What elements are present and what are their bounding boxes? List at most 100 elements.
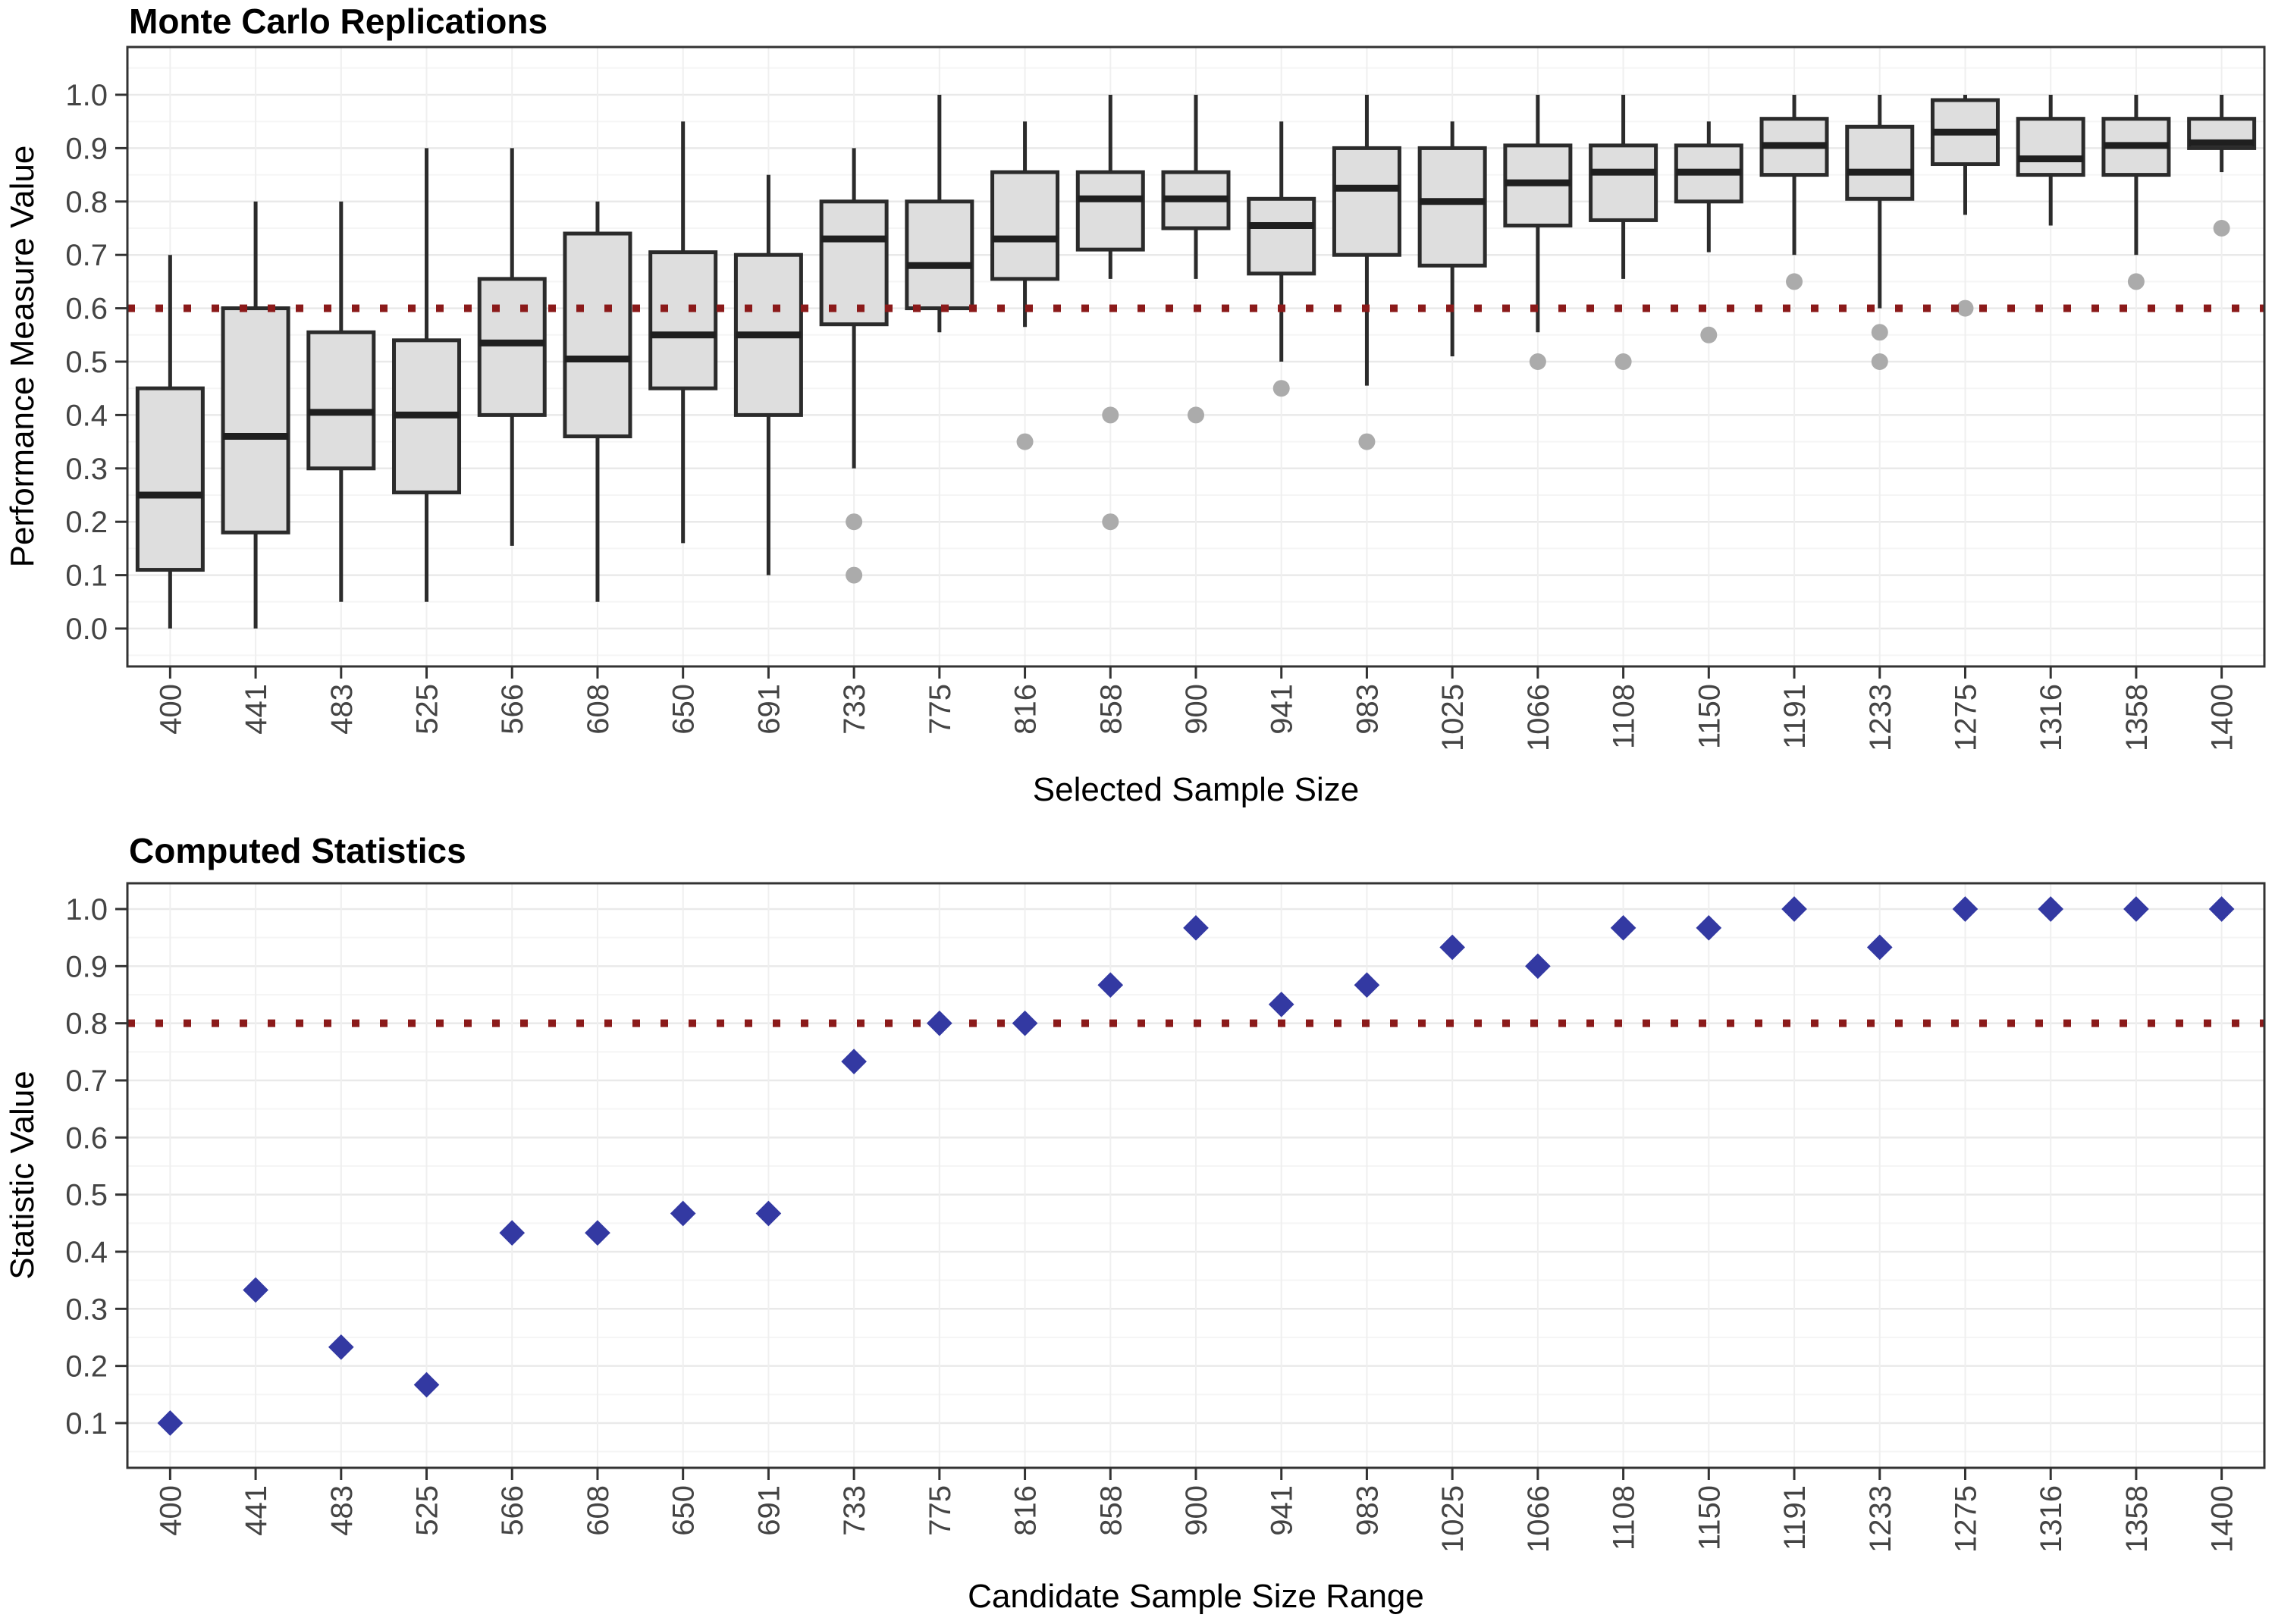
iqr-box bbox=[905, 199, 974, 311]
x-tick-label: 775 bbox=[924, 1485, 957, 1536]
boxplot-plot-area: 0.0 0.1 0.2 0.3 0.4 0.5 0.6 0.7 0.8 0.9 1.0 400 441 4… bbox=[65, 45, 2266, 751]
x-tick-label: 608 bbox=[582, 684, 615, 735]
x-tick-label: 1316 bbox=[2035, 684, 2068, 751]
x-tick-label: 1025 bbox=[1436, 1485, 1470, 1553]
x-tick-label: 1233 bbox=[1864, 1485, 1897, 1553]
y-tick-label: 0.9 bbox=[65, 950, 108, 983]
y-tick-label: 0.3 bbox=[65, 1293, 108, 1326]
boxplot-panel-title: Monte Carlo Replications bbox=[129, 2, 548, 41]
outlier-point bbox=[846, 566, 863, 584]
x-tick-label: 816 bbox=[1009, 684, 1043, 735]
diamond-point bbox=[243, 1277, 268, 1303]
diamond-point bbox=[1781, 896, 1807, 922]
iqr-box bbox=[1075, 170, 1145, 252]
iqr-box bbox=[477, 277, 547, 417]
y-tick-label: 1.0 bbox=[65, 79, 108, 112]
iqr-box bbox=[135, 386, 205, 572]
boxplot-series bbox=[135, 95, 2257, 629]
diamond-point bbox=[413, 1372, 440, 1398]
iqr-box bbox=[563, 231, 632, 439]
diamond-point bbox=[1012, 1010, 1038, 1036]
box-group bbox=[1161, 95, 1231, 424]
outlier-point bbox=[1700, 326, 1718, 343]
diamond-point bbox=[927, 1010, 952, 1036]
x-tick-label: 608 bbox=[582, 1485, 615, 1536]
y-tick-label: 0.1 bbox=[65, 560, 108, 593]
x-tick-label: 1066 bbox=[1522, 684, 1555, 751]
diamond-point bbox=[1525, 953, 1551, 980]
x-tick-label: 1150 bbox=[1693, 1485, 1726, 1550]
box-group bbox=[819, 148, 889, 584]
outlier-point bbox=[2213, 220, 2230, 237]
x-tick-label: 775 bbox=[924, 684, 957, 735]
x-tick-label: 900 bbox=[1180, 684, 1213, 735]
x-tick-label: 983 bbox=[1351, 1485, 1384, 1536]
outlier-point bbox=[1871, 324, 1888, 341]
box-group bbox=[1075, 95, 1145, 531]
boxplot-y-axis-title: Performance Measure Value bbox=[4, 146, 41, 568]
diamond-point bbox=[1952, 896, 1978, 922]
x-tick-label: 1400 bbox=[2206, 684, 2239, 751]
box-group bbox=[1503, 95, 1573, 370]
diamond-point bbox=[157, 1410, 184, 1436]
y-tick-label: 0.7 bbox=[65, 1064, 108, 1098]
x-tick-label: 733 bbox=[838, 684, 871, 735]
x-tick-label: 1233 bbox=[1864, 684, 1897, 751]
x-tick-label: 650 bbox=[667, 684, 701, 735]
x-tick-label: 400 bbox=[154, 684, 187, 735]
box-group bbox=[990, 121, 1060, 450]
box-group bbox=[1845, 95, 1915, 370]
diamond-point bbox=[1610, 915, 1636, 941]
x-tick-label: 1191 bbox=[1778, 684, 1812, 749]
x-tick-label: 650 bbox=[667, 1485, 701, 1536]
y-tick-label: 0.9 bbox=[65, 132, 108, 165]
panel-border bbox=[126, 45, 2266, 668]
y-tick-label: 0.2 bbox=[65, 506, 108, 539]
outlier-point bbox=[1272, 380, 1290, 397]
iqr-box bbox=[1247, 196, 1316, 276]
diamond-point bbox=[1439, 934, 1465, 961]
x-tick-label: 441 bbox=[240, 684, 273, 735]
x-tick-label: 525 bbox=[411, 1485, 444, 1536]
x-tick-label: 1066 bbox=[1522, 1485, 1555, 1553]
diamond-point bbox=[755, 1200, 782, 1227]
box-group bbox=[733, 174, 803, 575]
box-group bbox=[1930, 95, 2000, 317]
outlier-point bbox=[1614, 353, 1632, 370]
diamond-point bbox=[1866, 934, 1893, 961]
diamond-point bbox=[328, 1334, 354, 1360]
diamond-point bbox=[841, 1049, 867, 1074]
box-group bbox=[648, 121, 718, 544]
outlier-point bbox=[1956, 299, 1974, 317]
box-group bbox=[2187, 95, 2257, 237]
y-tick-label: 0.1 bbox=[65, 1407, 108, 1441]
diamond-point bbox=[1268, 991, 1294, 1017]
box-group bbox=[392, 148, 462, 602]
box-group bbox=[1417, 121, 1487, 356]
box-group bbox=[1589, 95, 1658, 370]
x-tick-label: 441 bbox=[240, 1485, 273, 1536]
y-tick-label: 0.2 bbox=[65, 1350, 108, 1384]
iqr-box bbox=[990, 170, 1060, 281]
box-group bbox=[1759, 95, 1829, 290]
iqr-box bbox=[221, 306, 290, 535]
diamond-point bbox=[1097, 972, 1124, 999]
iqr-box bbox=[1332, 146, 1401, 257]
boxplot-svg: Monte Carlo Replications 0.0 0.1 0.2 0.3 0.4… bbox=[4, 2, 2266, 808]
box-group bbox=[1247, 121, 1316, 397]
outlier-point bbox=[1529, 353, 1546, 370]
x-tick-label: 858 bbox=[1094, 1485, 1128, 1536]
scatter-panel-title: Computed Statistics bbox=[129, 831, 466, 870]
x-tick-label: 691 bbox=[752, 1485, 786, 1536]
x-tick-label: 1358 bbox=[2120, 684, 2154, 751]
x-tick-label: 858 bbox=[1094, 684, 1128, 735]
x-tick-label: 1108 bbox=[1608, 684, 1641, 749]
diamond-point bbox=[1354, 972, 1380, 999]
scatter-x-axis-title: Candidate Sample Size Range bbox=[968, 1578, 1424, 1615]
scatter-series bbox=[157, 896, 2235, 1436]
iqr-box bbox=[1417, 146, 1487, 268]
y-tick-label: 0.5 bbox=[65, 1179, 108, 1212]
x-tick-label: 1108 bbox=[1608, 1485, 1641, 1550]
x-tick-label: 1316 bbox=[2035, 1485, 2068, 1553]
x-tick-label: 1191 bbox=[1778, 1485, 1812, 1550]
